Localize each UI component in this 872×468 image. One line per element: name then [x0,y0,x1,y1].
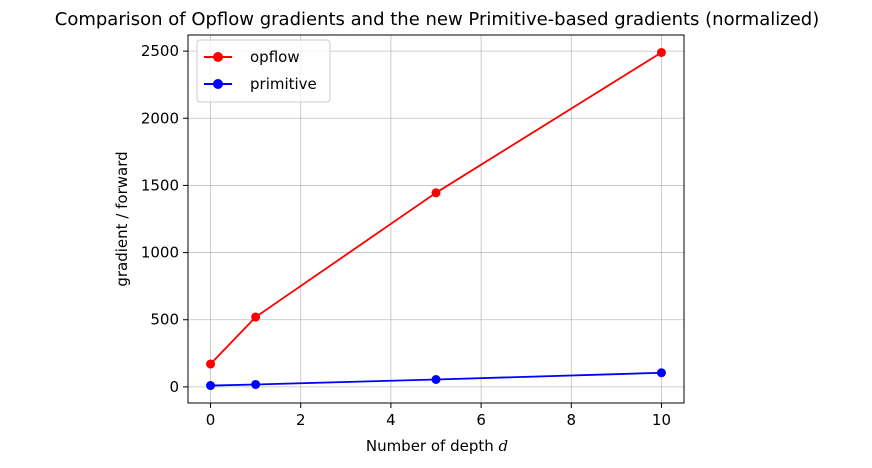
x-axis-label-prefix: Number of depth [366,437,499,455]
series-layer [206,47,666,391]
y-tick-label: 2500 [141,42,179,60]
y-tick-label: 1000 [141,244,179,262]
plot-frame [187,34,685,404]
y-tick-label: 2000 [141,109,179,127]
legend: opflow primitive [196,39,331,103]
x-axis-label-var: d [499,437,509,455]
y-axis-label: gradient / forward [113,151,131,286]
y-tick-label: 1500 [141,176,179,194]
x-axis-label: Number of depth d [366,437,508,455]
chart-title: Comparison of Opflow gradients and the n… [55,9,819,30]
x-tick-label: 4 [386,411,396,429]
data-point-primitive [656,368,666,378]
series-line-opflow [209,51,662,365]
data-point-primitive [251,379,261,389]
data-point-opflow [206,359,216,369]
data-point-primitive [431,374,441,384]
x-tick-label: 8 [566,411,576,429]
legend-marker-opflow [213,52,223,62]
legend-box [196,39,331,103]
legend-marker-primitive [213,79,223,89]
x-tick-label: 6 [476,411,486,429]
y-tick-label: 500 [150,311,179,329]
data-point-opflow [431,188,441,198]
x-tick-label: 10 [652,411,671,429]
legend-label-opflow: opflow [250,48,300,66]
x-tick-label: 2 [296,411,306,429]
ticks: 0 2 4 6 8 10 0 500 1000 1500 2000 2500 [141,42,671,429]
data-point-opflow [251,312,261,322]
y-tick-label: 0 [169,378,179,396]
series-line-primitive [210,371,662,387]
legend-label-primitive: primitive [250,75,317,93]
data-point-opflow [656,47,666,57]
data-point-primitive [206,381,216,391]
x-tick-label: 0 [206,411,216,429]
grid [188,35,684,403]
